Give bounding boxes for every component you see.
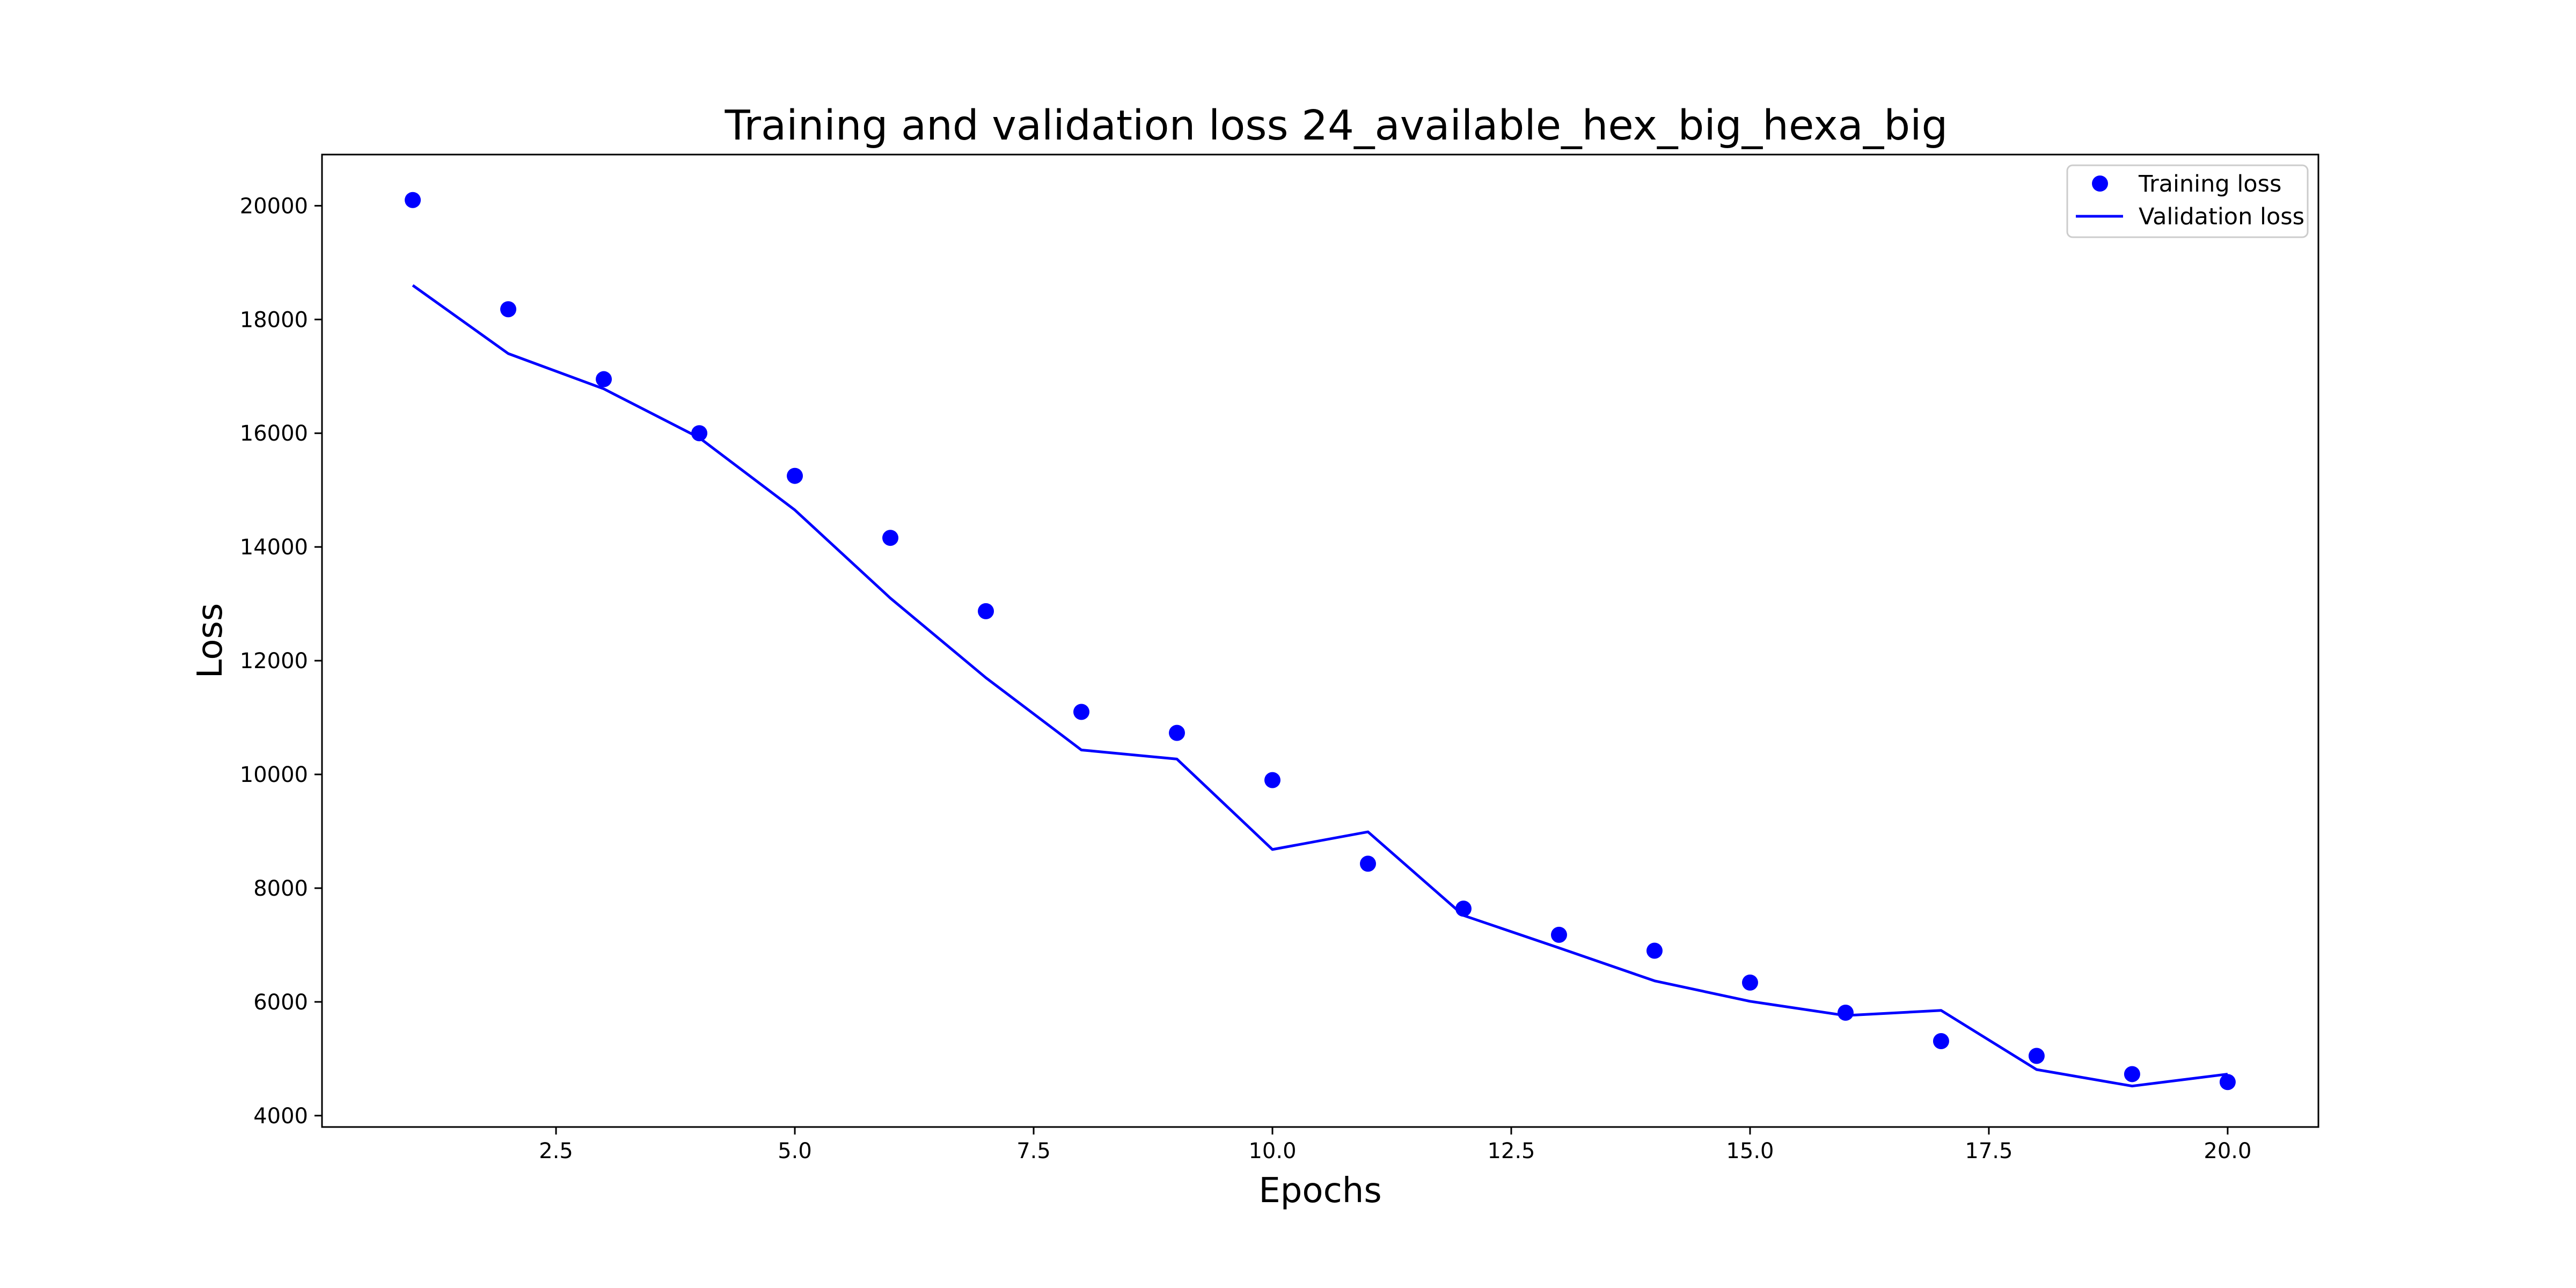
y-tick-label: 10000 bbox=[240, 763, 308, 787]
x-tick-label: 17.5 bbox=[1965, 1139, 2012, 1163]
y-axis-label: Loss bbox=[191, 603, 230, 678]
legend-marker-training bbox=[2092, 175, 2108, 192]
training-loss-point bbox=[1550, 926, 1567, 943]
training-loss-point bbox=[596, 371, 612, 387]
legend-label-training: Training loss bbox=[2138, 171, 2281, 197]
legend: Training loss Validation loss bbox=[2066, 164, 2309, 238]
legend-label-validation: Validation loss bbox=[2139, 203, 2304, 230]
y-tick-label: 18000 bbox=[240, 308, 308, 332]
y-tick-label: 16000 bbox=[240, 421, 308, 446]
series-layer bbox=[405, 192, 2236, 1091]
training-loss-point bbox=[2124, 1066, 2140, 1082]
y-tick-label: 14000 bbox=[240, 535, 308, 560]
x-tick-label: 15.0 bbox=[1726, 1139, 1774, 1163]
legend-box bbox=[2066, 164, 2309, 238]
validation-loss-line bbox=[412, 284, 2228, 1088]
training-loss-point bbox=[2219, 1074, 2236, 1091]
training-loss-point bbox=[978, 603, 994, 619]
training-loss-point bbox=[1741, 974, 1758, 991]
x-tick-label: 10.0 bbox=[1248, 1139, 1296, 1163]
training-loss-point bbox=[882, 530, 899, 546]
training-loss-point bbox=[405, 192, 421, 208]
training-loss-point bbox=[1073, 704, 1090, 720]
y-tick-label: 6000 bbox=[253, 990, 308, 1015]
y-tick-label: 8000 bbox=[253, 876, 308, 901]
training-loss-point bbox=[1169, 724, 1185, 741]
training-loss-point bbox=[1264, 772, 1281, 788]
training-loss-point bbox=[1359, 855, 1376, 872]
plot-area bbox=[321, 153, 2319, 1128]
x-tick-label: 2.5 bbox=[539, 1139, 573, 1163]
training-loss-point bbox=[2028, 1048, 2045, 1064]
training-loss-point bbox=[1933, 1033, 1949, 1049]
x-axis-label: Epochs bbox=[1258, 1171, 1381, 1211]
training-loss-point bbox=[1837, 1005, 1854, 1021]
training-loss-point bbox=[787, 467, 803, 484]
x-tick-label: 7.5 bbox=[1016, 1139, 1051, 1163]
x-tick-label: 12.5 bbox=[1487, 1139, 1535, 1163]
x-tick-label: 20.0 bbox=[2204, 1139, 2251, 1163]
training-loss-point bbox=[691, 425, 708, 442]
x-axis-ticks: 2.5 5.0 7.5 10.0 12.5 15.0 17.5 20.0 bbox=[539, 1127, 2251, 1163]
chart-title: Training and validation loss 24_availabl… bbox=[724, 102, 1948, 150]
y-tick-label: 4000 bbox=[253, 1104, 308, 1129]
y-axis-ticks: 4000 6000 8000 10000 12000 14000 16000 18000 200… bbox=[240, 194, 322, 1129]
x-tick-label: 5.0 bbox=[778, 1139, 812, 1163]
y-tick-label: 12000 bbox=[240, 649, 308, 674]
training-loss-point bbox=[1646, 942, 1663, 959]
training-loss-point bbox=[500, 301, 517, 318]
y-tick-label: 20000 bbox=[240, 194, 308, 218]
